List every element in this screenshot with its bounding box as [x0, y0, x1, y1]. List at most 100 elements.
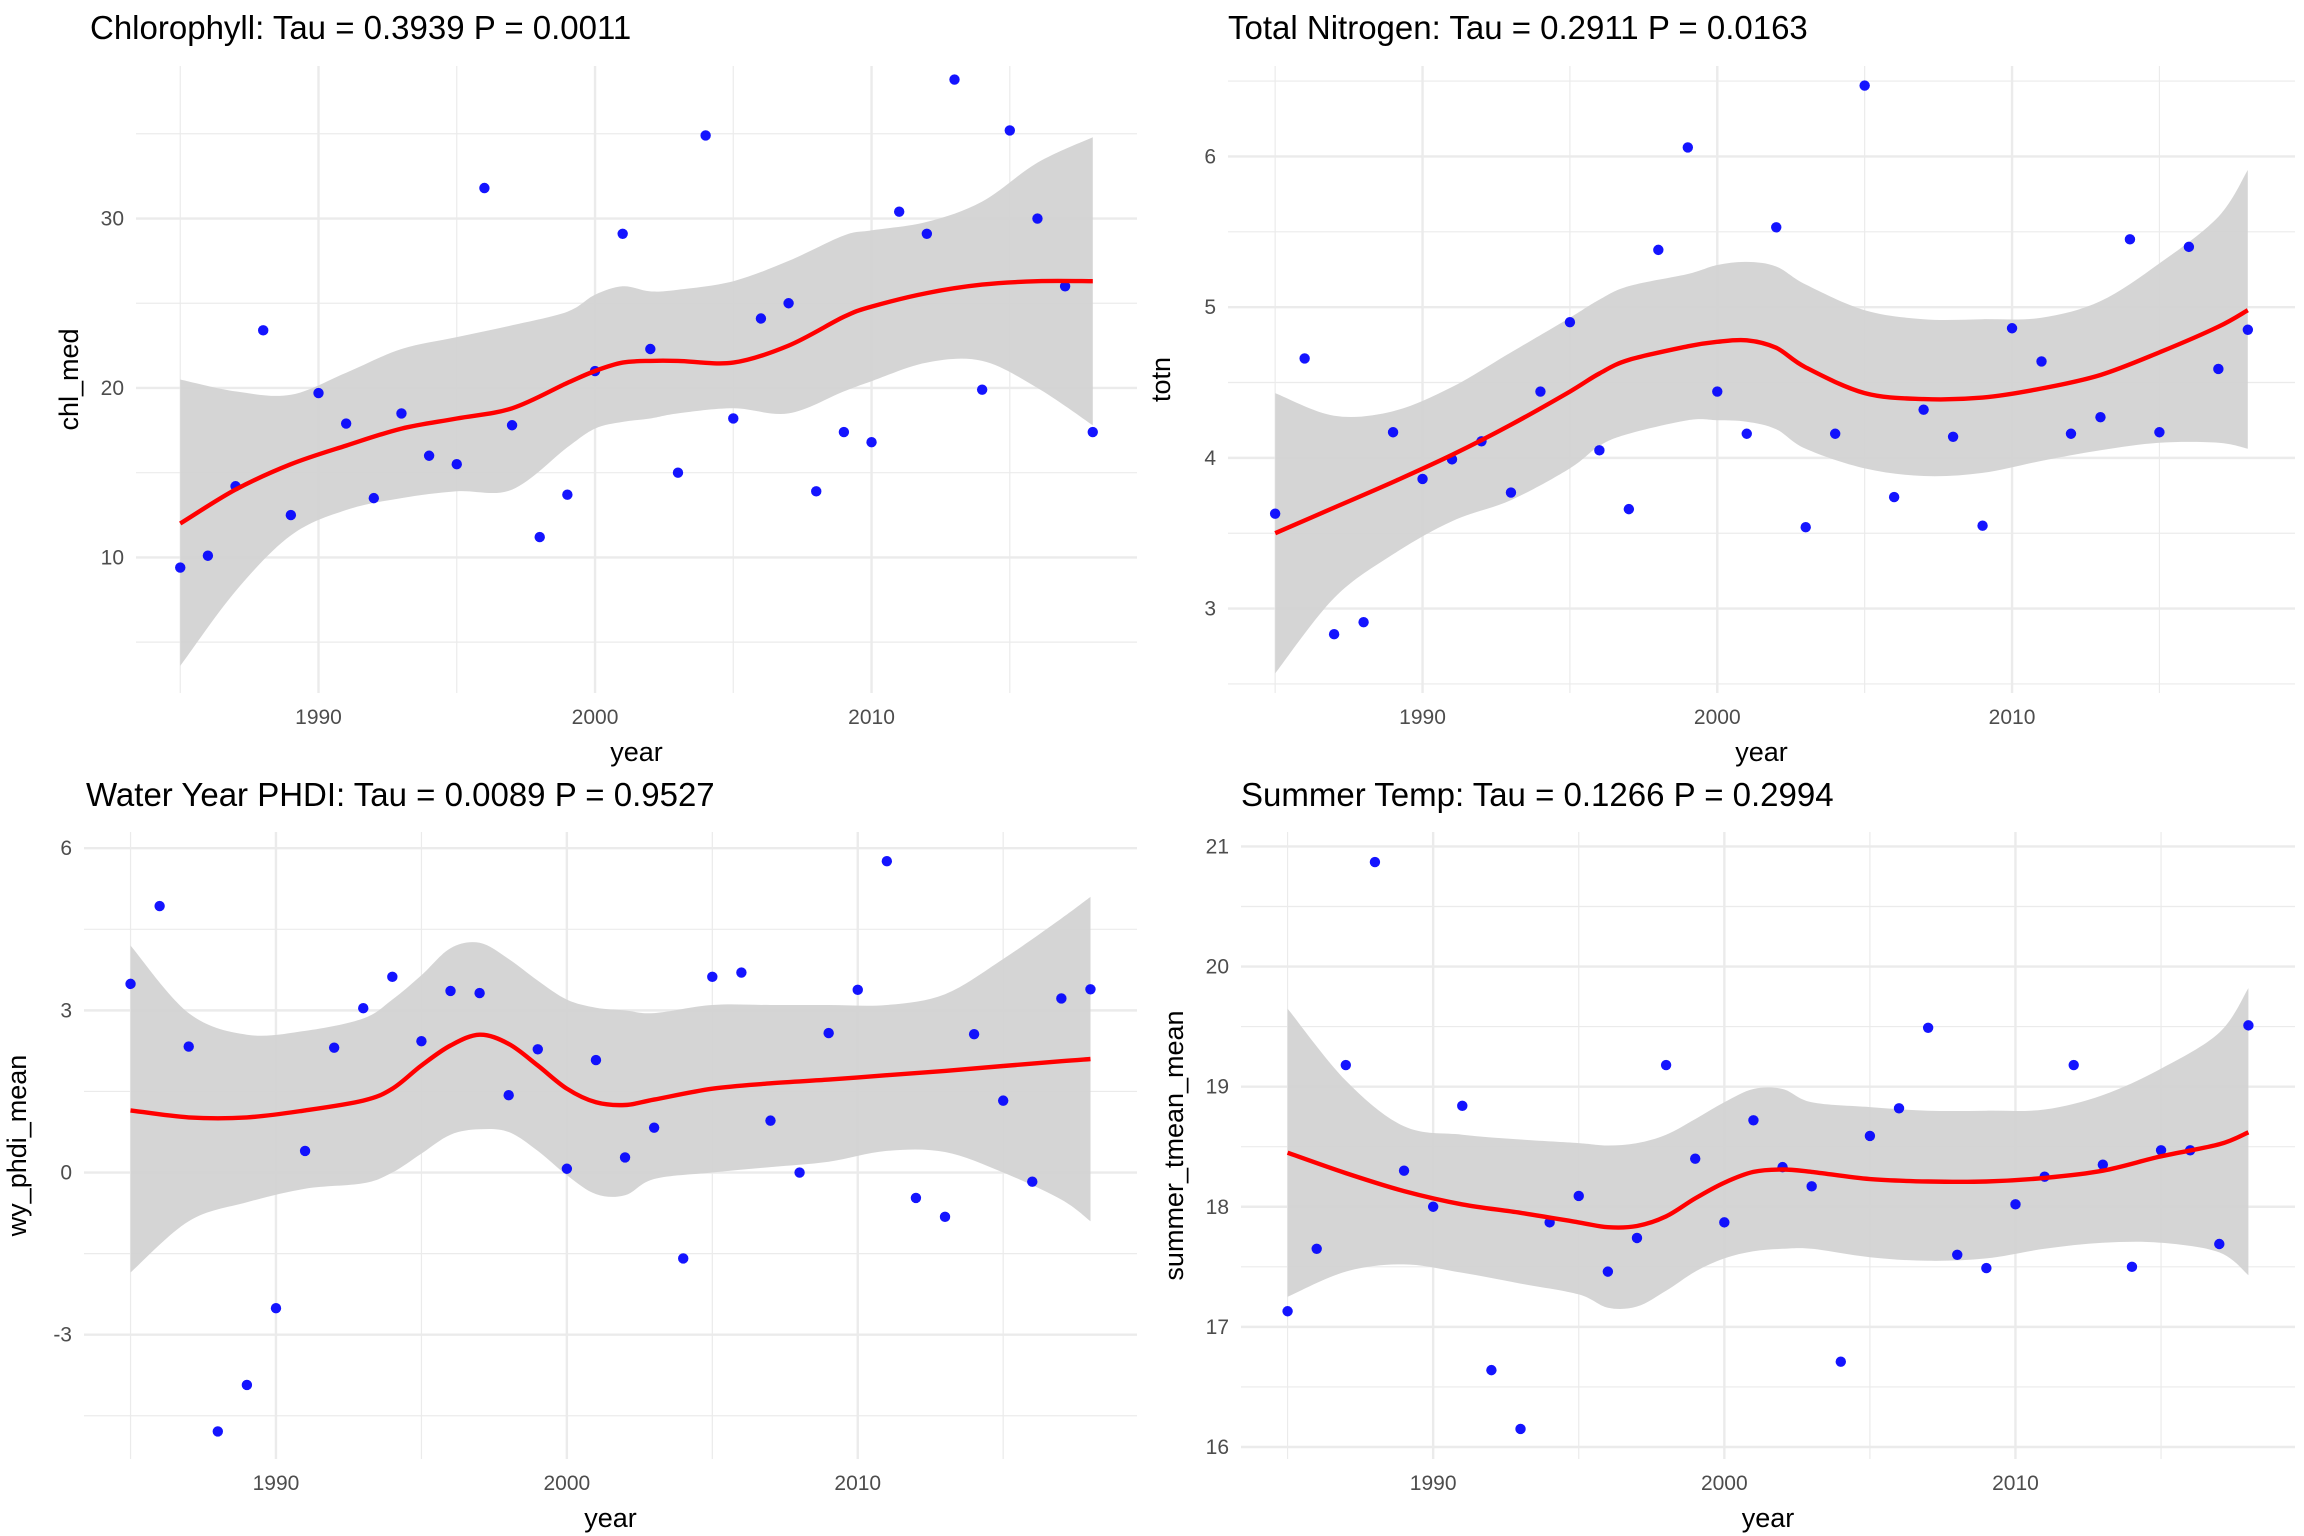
- y-tick-label: 5: [1204, 296, 1216, 319]
- y-tick-label: 6: [1204, 145, 1216, 168]
- data-point: [479, 182, 490, 194]
- data-point: [1398, 1165, 1410, 1176]
- x-tick-label: 1990: [1410, 1472, 1457, 1495]
- data-point: [1311, 1243, 1322, 1254]
- data-point: [1829, 428, 1841, 439]
- data-points: [1269, 80, 2254, 640]
- y-tick-label: -3: [53, 1324, 72, 1347]
- data-point: [1835, 1356, 1846, 1367]
- y-tick-label: 3: [1204, 598, 1216, 621]
- data-point: [1893, 1103, 1905, 1114]
- data-point: [678, 1253, 689, 1264]
- panel-water-year-phdi: Water Year PHDI: Tau = 0.0089 P = 0.9527…: [0, 768, 1152, 1536]
- data-point: [561, 1163, 573, 1174]
- y-axis-title: chl_med: [54, 328, 84, 430]
- data-point: [340, 418, 352, 429]
- data-point: [1457, 1100, 1468, 1112]
- x-tick-label: 2010: [1989, 706, 2036, 729]
- data-point: [451, 459, 462, 470]
- data-point: [212, 1426, 224, 1437]
- data-point: [2006, 323, 2018, 334]
- panel-chlorophyll: Chlorophyll: Tau = 0.3939 P = 0.0011 10 2…: [0, 0, 1152, 768]
- data-point: [1888, 491, 1900, 503]
- data-point: [617, 228, 628, 239]
- data-point: [1660, 1059, 1672, 1071]
- y-tick-label: 30: [101, 208, 124, 231]
- data-point: [1085, 984, 1096, 995]
- x-tick-label: 2010: [1992, 1472, 2039, 1495]
- data-point: [2183, 241, 2195, 253]
- data-point: [619, 1152, 631, 1163]
- x-tick-label: 2000: [544, 1472, 591, 1495]
- data-point: [1004, 125, 1016, 136]
- data-point: [1594, 445, 1605, 456]
- y-tick-label: 18: [1206, 1196, 1229, 1219]
- data-point: [1682, 142, 1694, 153]
- y-tick-label: 20: [1206, 956, 1229, 979]
- data-point: [1056, 993, 1067, 1004]
- data-point: [838, 426, 850, 438]
- data-point: [1719, 1217, 1730, 1228]
- confidence-ribbon: [1275, 170, 2248, 674]
- data-point: [562, 489, 573, 500]
- data-point: [423, 450, 435, 461]
- data-point: [672, 467, 684, 478]
- data-point: [396, 408, 407, 419]
- data-point: [1059, 281, 1071, 292]
- data-point: [811, 486, 822, 497]
- smooth-line: [179, 278, 1093, 526]
- data-point: [1771, 222, 1782, 233]
- confidence-ribbon: [1287, 988, 2249, 1309]
- data-point: [736, 967, 747, 978]
- data-point: [2065, 428, 2077, 439]
- data-point: [1340, 1059, 1352, 1071]
- data-point: [1417, 473, 1428, 485]
- data-point: [910, 1192, 922, 1204]
- data-point: [728, 413, 739, 424]
- data-point: [2068, 1059, 2079, 1071]
- data-point: [1947, 431, 1959, 442]
- data-point: [1864, 1130, 1876, 1142]
- data-point: [1573, 1190, 1584, 1202]
- data-point: [1653, 244, 1664, 256]
- data-point: [949, 74, 960, 85]
- data-point: [700, 130, 711, 141]
- smooth-line: [1274, 308, 2249, 536]
- data-point: [2010, 1199, 2021, 1210]
- data-point: [590, 1054, 602, 1066]
- data-point: [1564, 317, 1576, 328]
- data-point: [532, 1044, 543, 1055]
- data-point: [328, 1042, 340, 1053]
- data-point: [1748, 1115, 1759, 1126]
- data-point: [1800, 522, 1811, 533]
- data-point: [1515, 1423, 1526, 1435]
- data-point: [1486, 1364, 1497, 1376]
- x-axis-title: year: [610, 737, 663, 767]
- data-point: [474, 987, 485, 999]
- y-tick-label: 10: [101, 546, 124, 569]
- data-point: [285, 509, 297, 521]
- data-point: [270, 1302, 282, 1314]
- y-tick-label: 17: [1206, 1316, 1229, 1339]
- data-point: [1806, 1181, 1817, 1192]
- data-points: [1282, 856, 2254, 1435]
- data-point: [823, 1027, 834, 1039]
- x-tick-label: 2000: [1701, 1472, 1748, 1495]
- data-point: [534, 531, 545, 543]
- x-axis-title: year: [1735, 737, 1788, 767]
- data-point: [1981, 1262, 1992, 1274]
- x-tick-label: 1990: [1399, 706, 1446, 729]
- data-point: [1387, 427, 1399, 438]
- data-point: [1328, 629, 1340, 640]
- x-tick-label: 2000: [1694, 706, 1741, 729]
- data-point: [506, 420, 518, 431]
- data-point: [866, 437, 877, 448]
- data-point: [1282, 1306, 1293, 1317]
- chart-title: Summer Temp: Tau = 0.1266 P = 0.2994: [1241, 776, 1834, 813]
- y-tick-label: 21: [1206, 835, 1229, 858]
- x-tick-label: 1990: [253, 1472, 300, 1495]
- data-point: [1027, 1176, 1038, 1187]
- data-point: [755, 313, 767, 324]
- x-tick-label: 1990: [295, 706, 342, 729]
- y-tick-label: 19: [1206, 1076, 1229, 1099]
